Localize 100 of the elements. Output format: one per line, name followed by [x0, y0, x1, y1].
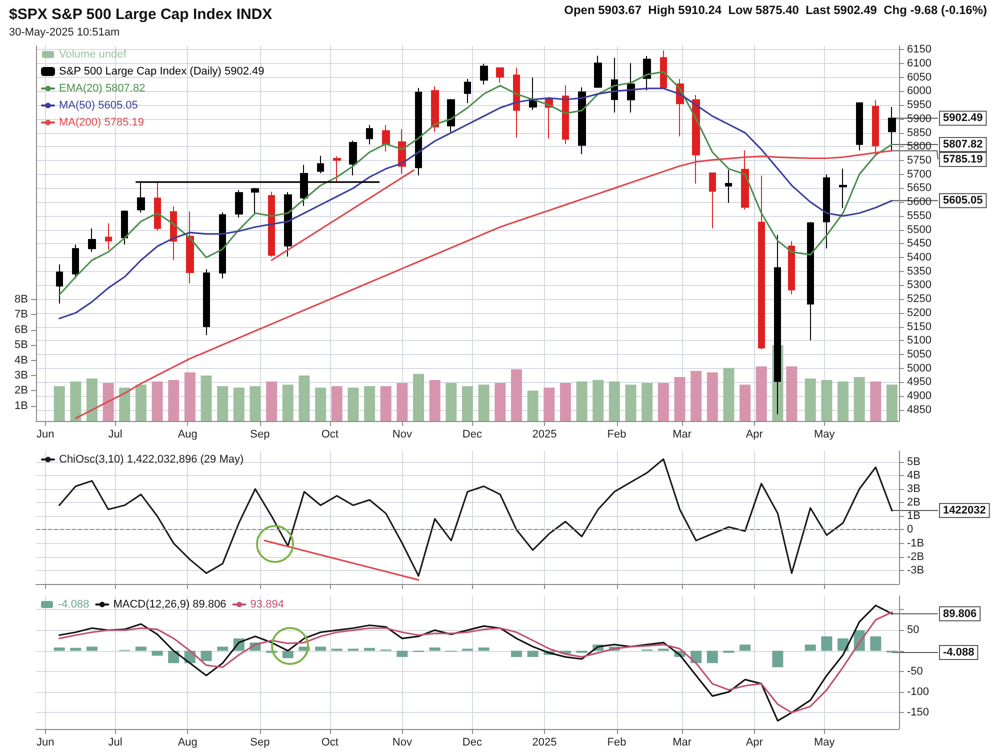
bar [266, 382, 278, 421]
bar [70, 648, 82, 651]
bar [315, 646, 326, 651]
y-tick-label: 5850 [907, 126, 932, 139]
bar [135, 384, 146, 421]
x-tick-label: Jul [108, 428, 122, 440]
y2-tick-label: 1B [14, 400, 28, 412]
candlestick [268, 191, 275, 258]
bar [510, 650, 522, 657]
bar [560, 383, 571, 421]
bar [413, 374, 424, 421]
candlestick [447, 98, 455, 132]
candlestick [888, 106, 896, 152]
y2-tick-label: 8B [14, 294, 28, 306]
x-tick-label: Nov [392, 428, 412, 440]
bar [348, 388, 359, 421]
y-tick-label: 5650 [907, 182, 932, 194]
bar [184, 372, 196, 421]
candlestick [578, 86, 586, 155]
x-tick-label: Oct [321, 736, 338, 748]
annotation: 1422032 [943, 504, 986, 516]
bar [282, 650, 294, 658]
candlestick [219, 212, 226, 280]
x-tick-label: Mar [672, 428, 692, 440]
candlestick [643, 55, 651, 91]
y-tick-label: 6050 [907, 71, 932, 84]
text: Open 5903.67 High 5910.24 Low 5875.40 Last 5902.49 Chg -9.68 (-0.16%) [564, 3, 988, 17]
x-tick-label: Jun [36, 736, 54, 748]
candlestick [317, 155, 324, 174]
candlestick [807, 222, 814, 341]
y-tick-label: 5050 [907, 348, 932, 360]
y-tick-label: 5150 [907, 320, 932, 333]
bar [772, 650, 784, 668]
bar [674, 376, 686, 421]
bar [315, 388, 326, 421]
bar [478, 647, 490, 651]
y-tick-label: 3B [907, 483, 920, 495]
annotation: 5785.19 [943, 153, 983, 166]
y-tick-label: 4950 [907, 376, 932, 388]
x-tick-label: Aug [178, 736, 198, 748]
y-tick-label: 4900 [907, 390, 932, 402]
y-tick-label: 5250 [907, 293, 932, 306]
bar [396, 650, 408, 657]
candlestick [56, 264, 63, 304]
x-tick-label: Dec [462, 428, 482, 440]
y2-tick-label: 7B [14, 308, 28, 321]
y-tick-label: -3B [907, 564, 924, 576]
bar [70, 382, 82, 421]
x-tick-label: Nov [392, 736, 412, 748]
bar [838, 638, 849, 651]
bar [86, 378, 98, 421]
candlestick [235, 190, 243, 218]
x-tick-label: Feb [607, 736, 626, 748]
bar [527, 390, 538, 421]
bar [870, 382, 882, 421]
x-tick-label: Mar [672, 736, 692, 748]
y-tick-label: 5700 [907, 168, 932, 180]
y2-tick-label: 2B [14, 384, 28, 397]
y-tick-label: 2B [907, 496, 920, 509]
bar [706, 372, 718, 421]
candlestick [758, 175, 765, 350]
y-tick-label: 1B [907, 510, 920, 522]
x-tick-label: May [814, 428, 836, 440]
candlestick [431, 86, 439, 132]
bar [740, 644, 751, 651]
legend-label: ChiOsc(3,10) 1,422,032,896 (29 May) [59, 454, 244, 466]
bar [804, 644, 816, 651]
x-tick-label: Jul [108, 736, 122, 748]
bar [298, 375, 310, 421]
candlestick [725, 169, 732, 204]
candlestick [88, 228, 96, 252]
bar [608, 382, 620, 421]
candlestick [186, 210, 194, 284]
candlestick [349, 140, 357, 176]
y-tick-label: 5950 [907, 99, 932, 112]
annotation: -4.088 [943, 646, 974, 658]
candlestick [774, 234, 781, 415]
candlestick [788, 240, 795, 295]
y-tick-label: 5750 [907, 154, 932, 166]
legend-label: S&P 500 Large Cap Index (Daily) 5902.49 [59, 66, 264, 78]
bar [119, 388, 130, 421]
candlestick [741, 150, 749, 210]
y-tick-label: -2B [907, 550, 924, 563]
candlestick [660, 50, 667, 90]
y-tick-label: 4B [907, 469, 920, 482]
bar [200, 650, 212, 662]
candlestick [594, 55, 602, 88]
bar [152, 382, 163, 421]
bar [821, 380, 832, 421]
bar [786, 366, 798, 421]
y-tick-label: -100 [907, 686, 930, 698]
bar [429, 647, 440, 651]
x-tick-label: Aug [178, 428, 198, 440]
bar [364, 648, 376, 651]
bar [250, 386, 261, 421]
candlestick [251, 187, 259, 214]
x-tick-label: Oct [321, 428, 338, 440]
x-tick-label: Apr [746, 736, 764, 748]
bar [494, 383, 506, 421]
y2-tick-label: 4B [14, 354, 28, 366]
